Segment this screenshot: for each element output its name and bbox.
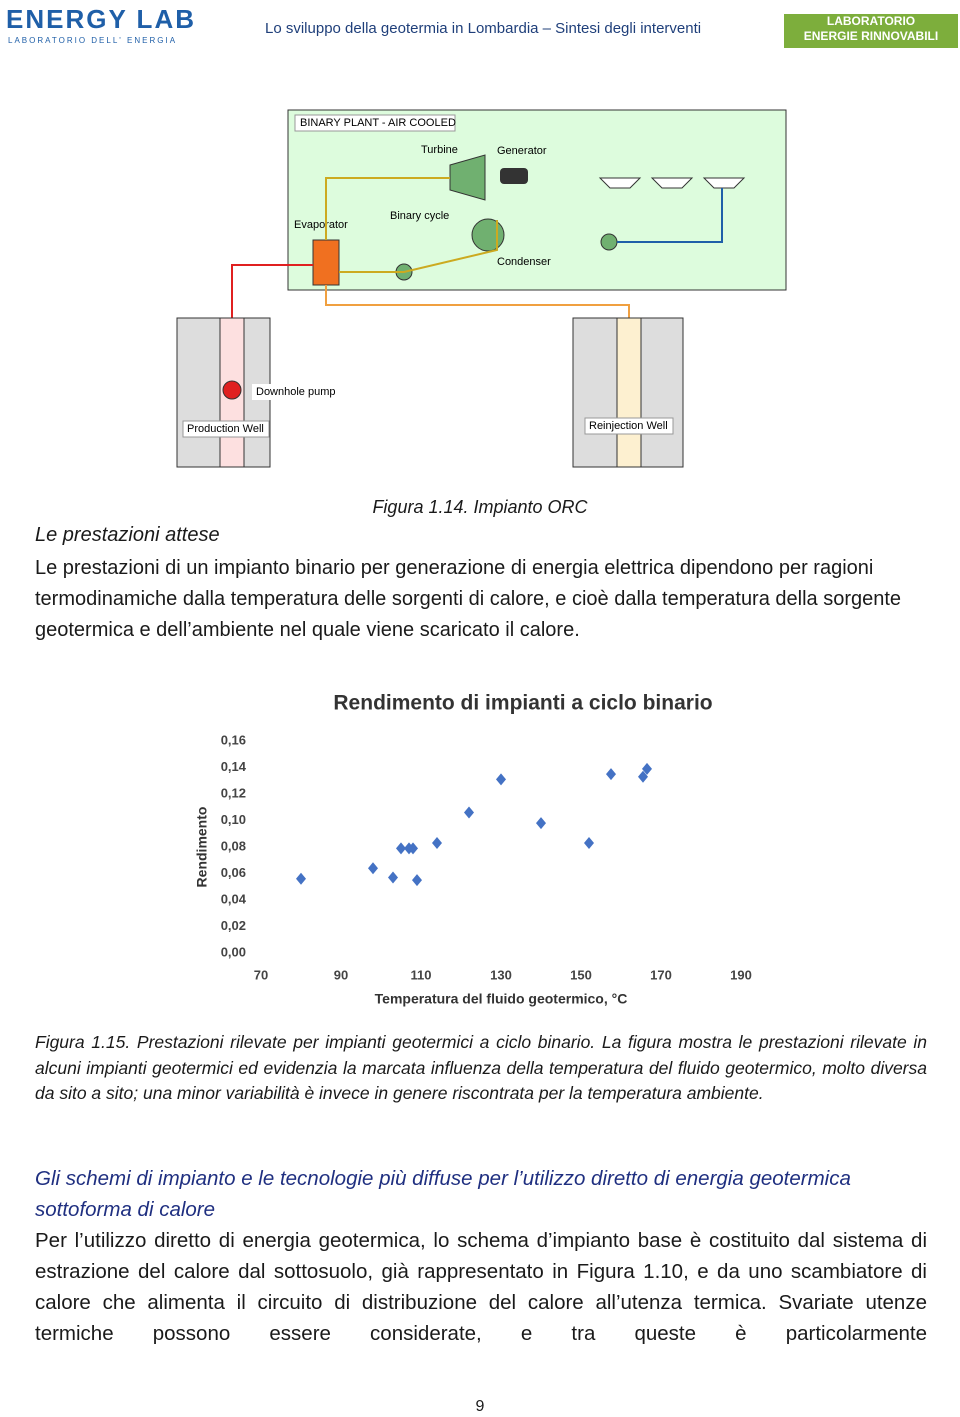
label: Generator [497,145,547,157]
y-tick-label: 0,08 [221,838,246,853]
chart-title: Rendimento di impianti a ciclo binario [333,692,712,715]
point [396,842,406,855]
condenser [471,218,505,252]
x-axis-label: Temperatura del fluido geotermico, °C [375,991,628,1007]
x-tick-label: 170 [650,967,672,982]
downhole-pump [222,380,242,400]
x-tick-label: 190 [730,967,752,982]
chart: Rendimento di impianti a ciclo binario Re… [194,692,752,1007]
point [368,862,378,875]
point [388,871,398,884]
badge-top: LABORATORIO [826,14,916,28]
figure-caption: Figura 1.15. Prestazioni rilevate per im… [35,1032,927,1103]
label: Downhole pump [256,386,336,398]
y-tick-label: 0,04 [221,891,247,906]
pipe [339,220,498,273]
label: Condenser [497,256,551,268]
y-tick-label: 0,14 [221,759,247,774]
label: Evaporator [294,219,348,231]
point [642,762,652,775]
x-tick-label: 70 [254,967,268,982]
pipe [617,188,723,243]
y-tick-label: 0,06 [221,865,246,880]
y-tick-label: 0,12 [221,785,246,800]
y-tick-label: 0,02 [221,918,246,933]
point [606,768,616,781]
point [412,874,422,887]
x-tick-label: 110 [411,967,432,982]
diagram: BINARY PLANT - AIR COOLED Turbine Genera… [176,109,787,468]
point [496,773,506,786]
diagram-title: BINARY PLANT - AIR COOLED [300,117,456,129]
label-box [182,420,270,438]
point [408,842,418,855]
label: Reinjection Well [589,420,668,432]
paragraph: Le prestazioni di un impianto binario pe… [35,557,902,641]
point [638,770,648,783]
section-heading: Gli schemi di impianto e le tecnologie p… [35,1167,851,1221]
x-tick-label: 130 [490,967,512,982]
pump [600,233,618,251]
badge-bottom: ENERGIE RINNOVABILI [803,29,939,43]
logo: ENERGY LAB [6,4,196,34]
label-box [252,384,338,400]
x-tick-label: 90 [334,967,348,982]
paragraph: Per l’utilizzo diretto di energia geoter… [35,1229,927,1345]
label-box [584,417,674,435]
page-number: 9 [475,1398,485,1415]
label: Turbine [421,144,458,156]
evaporator [312,239,340,286]
badge: LABORATORIO ENERGIE RINNOVABILI [784,14,958,48]
logo-sub: LABORATORIO DELL' ENERGIA [8,36,178,45]
generator [500,168,528,184]
label-box [294,114,456,132]
turbine [449,154,486,201]
section-heading: Le prestazioni attese [35,524,220,546]
x-tick-label: 150 [570,967,592,982]
point [432,837,442,850]
y-tick-label: 0,16 [221,732,246,747]
well-bore [616,317,642,468]
y-tick-label: 0,00 [221,944,246,959]
plant-box [287,109,787,291]
fans [598,177,746,189]
y-axis-label: Rendimento [194,807,210,888]
point [536,817,546,830]
y-tick-label: 0,10 [221,812,246,827]
label: Production Well [187,423,264,435]
point [296,872,306,885]
header-title: Lo sviluppo della geotermia in Lombardia… [265,20,702,37]
point [584,837,594,850]
point [464,806,474,819]
pipe [325,177,450,240]
label: Binary cycle [390,210,449,222]
figure-caption: Figura 1.14. Impianto ORC [372,497,588,517]
